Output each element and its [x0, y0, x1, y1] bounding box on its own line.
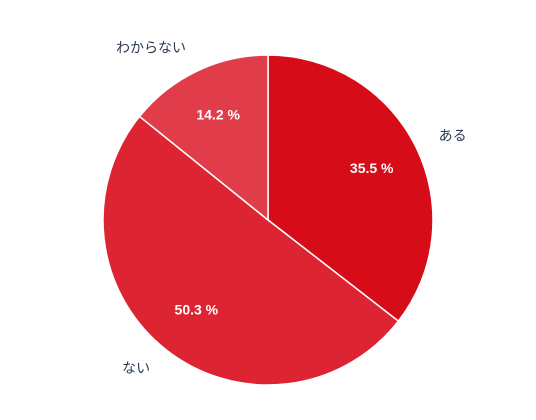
slice-category-label: わからない — [116, 41, 186, 57]
pie-slice — [102, 115, 400, 386]
slice-category-label: ある — [439, 128, 467, 144]
pie-slice — [138, 54, 269, 222]
slice-value-label: 14.2 % — [196, 107, 240, 123]
slice-value-label: 50.3 % — [175, 301, 219, 317]
slice-value-label: 35.5 % — [350, 160, 394, 176]
pie-slice — [267, 54, 434, 323]
slice-category-label: ない — [122, 361, 150, 377]
